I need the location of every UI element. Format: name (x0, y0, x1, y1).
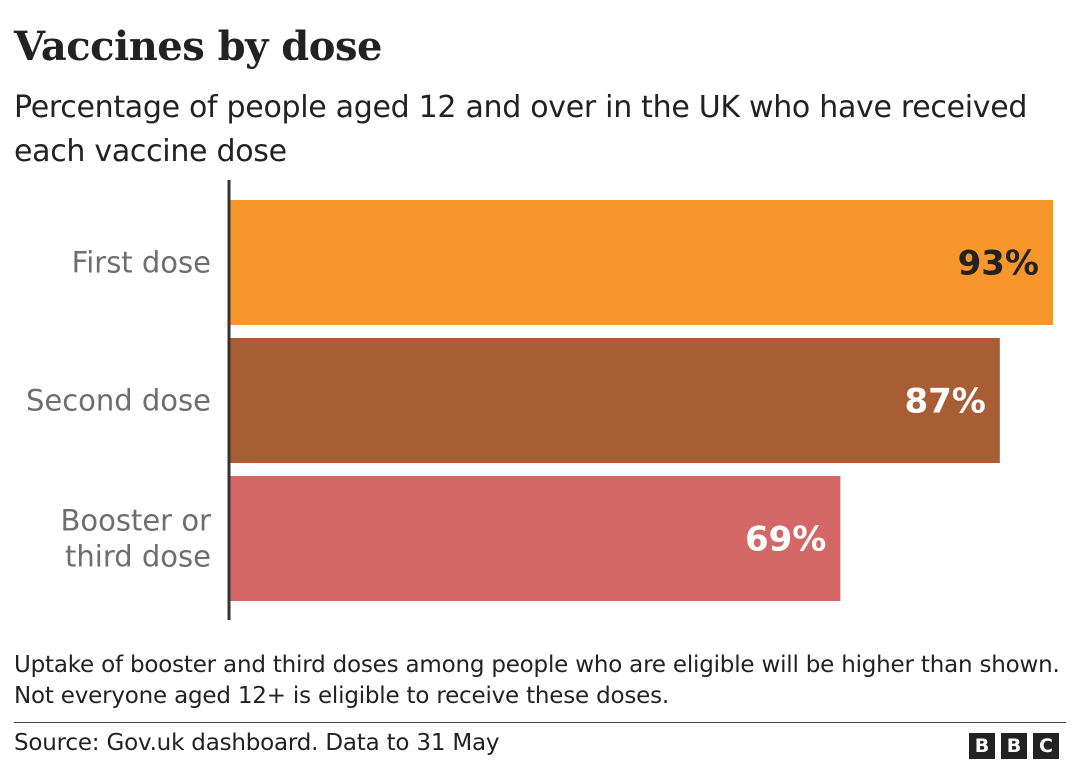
category-label: First dose (72, 246, 211, 280)
chart-footnote: Uptake of booster and third doses among … (14, 652, 1060, 709)
bar-chart: 93% 87% 69% First dose Second dose Booster o… (26, 180, 1053, 620)
bbc-logo: B B C (969, 733, 1059, 759)
source-note: Source: Gov.uk dashboard. Data to 31 May (14, 730, 500, 756)
footer-divider (14, 722, 1066, 723)
logo-letter: C (1033, 733, 1059, 759)
category-label: Booster or third dose (60, 504, 211, 574)
bar-3 (229, 476, 841, 601)
category-label: Second dose (26, 384, 211, 418)
bar-2 (229, 338, 1000, 463)
category-labels-layer: First dose Second dose Booster or third dos… (26, 246, 211, 574)
chart-subtitle: Percentage of people aged 12 and over in… (14, 90, 1028, 169)
logo-letter: B (969, 733, 995, 759)
logo-letter: B (1001, 733, 1027, 759)
bar-value-label: 93% (958, 244, 1039, 284)
bar-value-label: 87% (904, 382, 985, 422)
bar-1 (229, 200, 1053, 325)
bars-layer: 93% 87% 69% (229, 200, 1053, 601)
bar-value-label: 69% (745, 520, 826, 560)
chart-title: Vaccines by dose (14, 23, 382, 70)
